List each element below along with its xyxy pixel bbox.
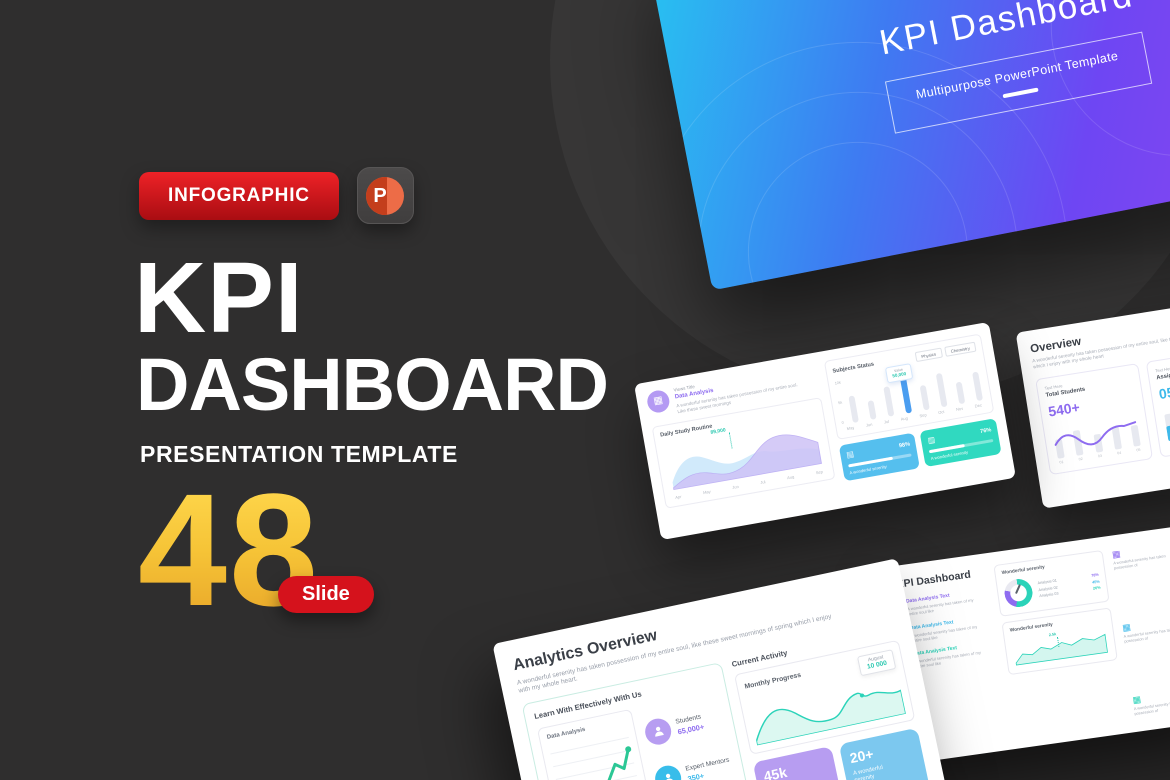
progress-card-teal: ▥ 76% A wonderful serenity <box>920 418 1002 468</box>
metric-card-20plus: 20+ A wonderful serenity + <box>838 728 933 780</box>
trend-card: Wonderful serenity 2.5k <box>1001 607 1118 676</box>
category-badge: INFOGRAPHIC <box>139 171 339 220</box>
hero-title-line1: KPI <box>134 242 304 354</box>
area-chart <box>672 434 822 490</box>
study-dashboard-slide: ▦ Views Title Data Analysis A wonderful … <box>634 321 1016 541</box>
hero-subtitle: PRESENTATION TEMPLATE <box>140 441 458 467</box>
mentor-icon <box>652 763 684 780</box>
document-icon: ▤ <box>845 449 855 460</box>
kpi-slide-title: KPI Dashboard <box>895 568 972 591</box>
note-block: ▦A wonderful serenity has taken possessi… <box>1132 688 1170 717</box>
bar <box>919 384 930 411</box>
bar <box>883 385 895 418</box>
bar <box>1164 413 1170 442</box>
students-icon <box>642 716 674 748</box>
trend-line <box>1054 421 1137 447</box>
total-students-card: Text Here Total Students 540+ 01 02 03 04 05 <box>1035 363 1154 475</box>
bar <box>972 371 984 402</box>
daily-study-chart-card: Daily Study Routine 89,000 Apr May Jun Jul A… <box>651 396 836 509</box>
powerpoint-icon: P <box>356 167 414 224</box>
overview-slide: Overview A wonderful serenity has taken … <box>1015 293 1170 509</box>
badge-row: INFOGRAPHIC P <box>139 167 414 224</box>
line-chart <box>565 746 632 780</box>
bar <box>867 399 877 421</box>
mentors-stat: Expert Mentors 350+ <box>652 752 736 780</box>
bar <box>848 395 859 424</box>
progress-card-blue: ▤ 98% A wonderful serenity <box>838 432 921 482</box>
slide-count-badge: Slide <box>278 576 374 613</box>
tab-chemistry[interactable]: Chemistry <box>943 341 977 358</box>
learn-card: Learn With Effectively With Us Data Anal… <box>521 662 759 780</box>
area-chart <box>1015 633 1109 666</box>
gauge-card: Wonderful serenity Analysis 01 78% Analys… <box>993 549 1110 617</box>
students-stat: Students 65,000+ <box>642 705 726 748</box>
hero-title-line2: DASHBOARD <box>136 343 609 426</box>
wave-chart <box>755 689 906 746</box>
trend-marker: 2.5k <box>1048 632 1057 638</box>
analytics-overview-slide: Analytics Overview A wonderful serenity … <box>492 558 958 780</box>
bar <box>955 381 966 405</box>
data-analysis-chart-card: Data Analysis <box>536 708 653 780</box>
book-icon: ▥ <box>926 435 936 446</box>
note-block: ▦A wonderful serenity has taken possessi… <box>1122 616 1170 645</box>
gauge-chart <box>1002 577 1035 609</box>
bar <box>935 372 948 408</box>
cover-dash-decoration <box>1002 87 1039 99</box>
slide-count-group: 48 Slide <box>138 470 374 630</box>
subjects-title: Subjects Status <box>832 361 875 375</box>
user-avatar-icon: ▦ <box>645 388 672 415</box>
tab-physics[interactable]: Physics <box>914 347 943 363</box>
monthly-progress-card: Monthly Progress August 10 000 <box>733 639 916 756</box>
note-block: ▦A wonderful serenity has taken possessi… <box>1111 543 1170 572</box>
